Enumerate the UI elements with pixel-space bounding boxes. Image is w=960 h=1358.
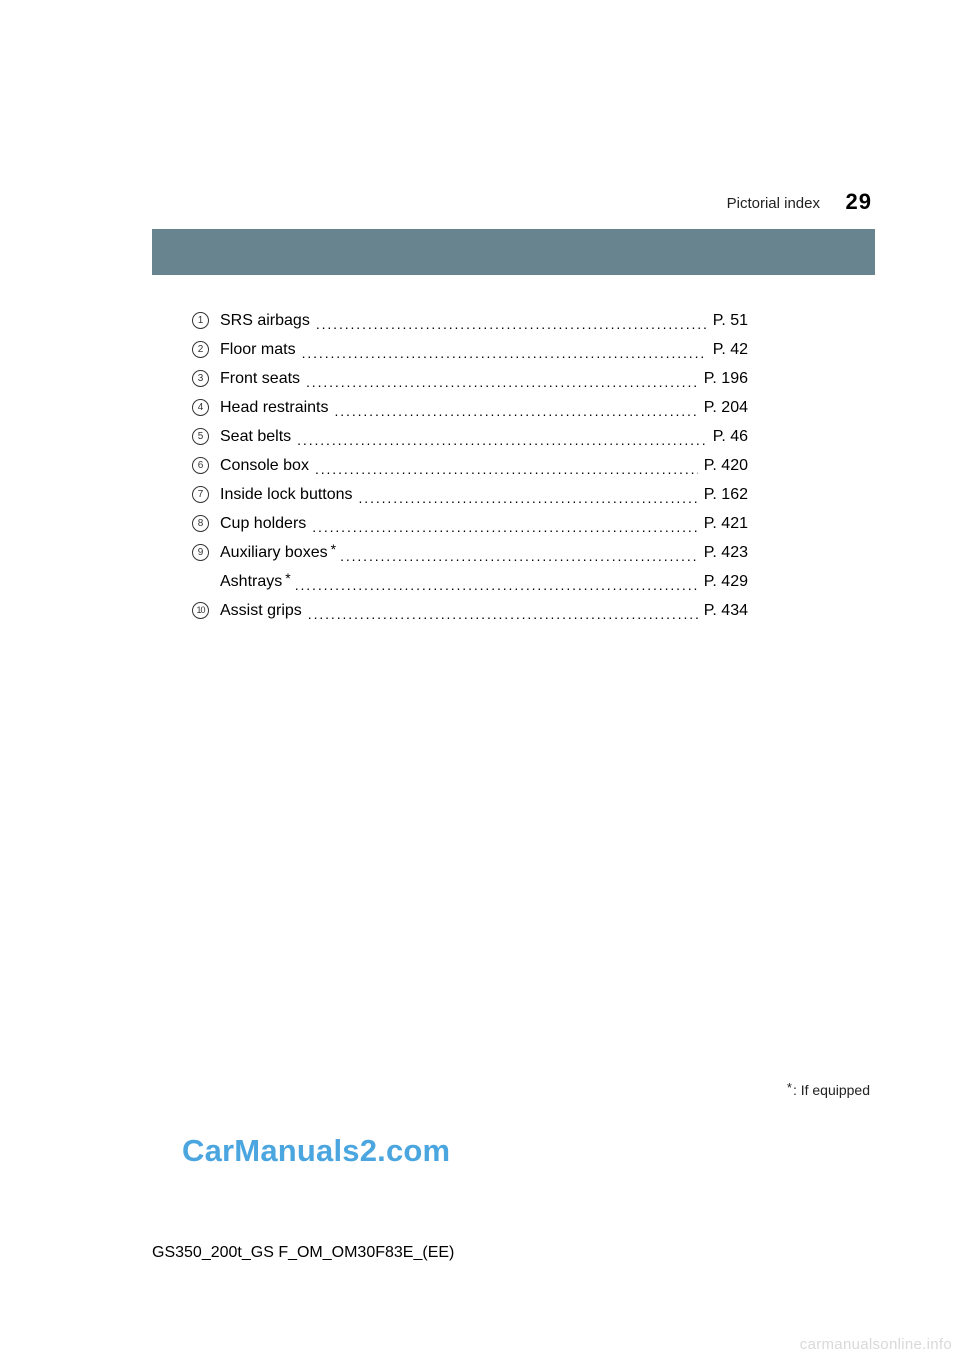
index-row: 4 Head restraints P. 204 [220, 397, 748, 424]
row-content: Head restraints P. 204 [220, 397, 748, 419]
row-content: Cup holders P. 421 [220, 513, 748, 535]
leader-dots [312, 516, 698, 532]
row-content: Inside lock buttons P. 162 [220, 484, 748, 506]
row-label: Cup holders [220, 515, 308, 533]
row-label: SRS airbags [220, 312, 312, 330]
row-page: P. 429 [702, 573, 748, 591]
row-label: Ashtrays [220, 573, 284, 591]
index-row: 6 Console box P. 420 [220, 455, 748, 482]
index-list: 1 SRS airbags P. 51 2 Floor mats P. 42 3… [220, 310, 748, 629]
leader-dots [297, 429, 707, 445]
row-page: P. 42 [711, 341, 748, 359]
index-row: 1 SRS airbags P. 51 [220, 310, 748, 337]
row-content: Ashtrays * P. 429 [220, 571, 748, 593]
document-code: GS350_200t_GS F_OM_OM30F83E_(EE) [152, 1244, 454, 1262]
row-content: Seat belts P. 46 [220, 426, 748, 448]
footnote: *: If equipped [787, 1082, 870, 1098]
row-label: Floor mats [220, 341, 298, 359]
star-icon: * [284, 570, 290, 586]
row-label: Console box [220, 457, 311, 475]
leader-dots [295, 574, 698, 590]
row-label: Inside lock buttons [220, 486, 355, 504]
row-page: P. 51 [711, 312, 748, 330]
row-number-icon: 10 [192, 602, 209, 619]
watermark-logo: CarManuals2.com [182, 1133, 450, 1169]
row-number-icon: 8 [192, 515, 209, 532]
leader-dots [302, 342, 707, 358]
row-number-icon: 1 [192, 312, 209, 329]
row-label: Front seats [220, 370, 302, 388]
star-icon: * [330, 541, 336, 557]
row-number-icon: 5 [192, 428, 209, 445]
leader-dots [306, 371, 698, 387]
row-page: P. 196 [702, 370, 748, 388]
row-content: Console box P. 420 [220, 455, 748, 477]
row-content: Assist grips P. 434 [220, 600, 748, 622]
row-content: SRS airbags P. 51 [220, 310, 748, 332]
row-content: Auxiliary boxes * P. 423 [220, 542, 748, 564]
footnote-star-icon: * [787, 1080, 793, 1095]
index-row: 3 Front seats P. 196 [220, 368, 748, 395]
header-row: Pictorial index 29 [0, 191, 960, 223]
page: Pictorial index 29 1 SRS airbags P. 51 2… [0, 0, 960, 1358]
row-number-icon: 7 [192, 486, 209, 503]
row-page: P. 434 [702, 602, 748, 620]
leader-dots [315, 458, 698, 474]
leader-dots [316, 313, 707, 329]
row-page: P. 46 [711, 428, 748, 446]
footnote-text: : If equipped [793, 1082, 870, 1098]
row-label: Assist grips [220, 602, 304, 620]
row-content: Floor mats P. 42 [220, 339, 748, 361]
row-page: P. 162 [702, 486, 748, 504]
index-row: 9 Auxiliary boxes * P. 423 [220, 542, 748, 569]
row-page: P. 204 [702, 399, 748, 417]
index-row: 5 Seat belts P. 46 [220, 426, 748, 453]
index-row: 7 Inside lock buttons P. 162 [220, 484, 748, 511]
row-label: Head restraints [220, 399, 331, 417]
index-row: 2 Floor mats P. 42 [220, 339, 748, 366]
row-label: Seat belts [220, 428, 293, 446]
row-page: P. 420 [702, 457, 748, 475]
page-number: 29 [846, 189, 872, 215]
index-row: 10 Assist grips P. 434 [220, 600, 748, 627]
leader-dots [359, 487, 698, 503]
row-number-icon: 6 [192, 457, 209, 474]
leader-dots [335, 400, 698, 416]
row-number-icon: 3 [192, 370, 209, 387]
row-page: P. 421 [702, 515, 748, 533]
section-bar [152, 229, 875, 275]
index-row-sub: Ashtrays * P. 429 [220, 571, 748, 598]
leader-dots [340, 545, 698, 561]
row-number-icon: 4 [192, 399, 209, 416]
row-content: Front seats P. 196 [220, 368, 748, 390]
section-title: Pictorial index [727, 195, 820, 212]
row-number-icon: 9 [192, 544, 209, 561]
source-brand: carmanualsonline.info [800, 1336, 952, 1353]
row-label: Auxiliary boxes [220, 544, 330, 562]
leader-dots [308, 603, 698, 619]
index-row: 8 Cup holders P. 421 [220, 513, 748, 540]
row-page: P. 423 [702, 544, 748, 562]
row-number-icon: 2 [192, 341, 209, 358]
